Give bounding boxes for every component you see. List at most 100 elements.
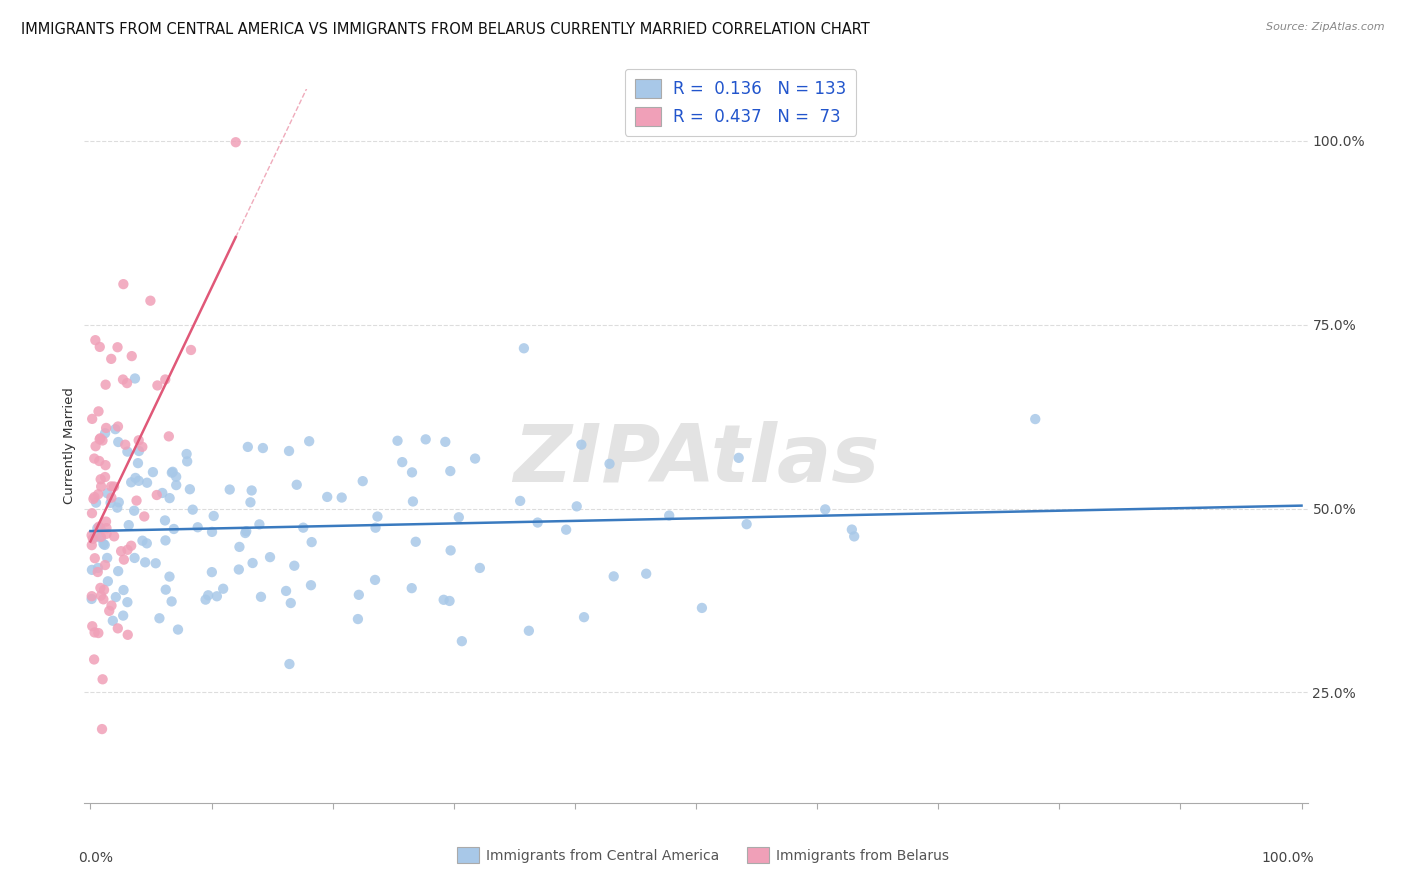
Point [91,673,114,687]
Point [464,451,486,466]
Point [180,343,202,357]
Point [107,621,129,635]
Point [278,657,301,671]
Point [86,521,108,535]
Point [181,502,204,516]
Point [90,479,112,493]
Point [155,582,177,597]
Point [111,372,134,386]
Point [115,376,138,391]
Point [124,551,146,566]
Point [235,524,257,538]
Point [87,487,110,501]
Point [107,340,129,354]
Point [285,477,308,491]
Point [176,447,198,461]
Point [80,591,103,606]
Point [114,438,136,452]
Point [247,517,270,532]
Point [155,533,177,548]
Point [103,479,125,493]
Point [433,592,456,607]
Point [280,596,302,610]
Point [96,551,118,566]
Point [100,599,122,613]
Point [96,526,118,541]
Point [176,454,198,468]
Point [100,479,122,493]
Point [83,652,105,666]
Point [814,502,837,516]
Point [201,565,224,579]
Point [364,573,387,587]
Text: 100.0%: 100.0% [1261,851,1313,865]
Point [93,537,115,551]
Point [120,539,142,553]
Point [98,604,121,618]
Point [87,404,110,418]
Point [194,592,217,607]
Point [101,614,124,628]
Point [228,540,250,554]
Point [94,558,117,572]
Point [136,475,159,490]
Point [239,495,262,509]
Point [83,490,105,504]
Point [131,440,153,454]
Point [128,474,150,488]
Point [128,434,150,448]
Point [402,494,425,508]
Point [83,551,105,566]
Point [278,444,301,458]
Point [93,538,115,552]
Point [90,531,112,545]
Point [117,628,139,642]
Point [110,544,132,558]
Point [165,470,187,484]
Point [82,412,104,426]
Point [128,444,150,458]
Point [80,506,103,520]
Point [134,509,156,524]
Point [347,612,370,626]
Point [94,426,117,441]
Point [212,582,235,596]
Text: IMMIGRANTS FROM CENTRAL AMERICA VS IMMIGRANTS FROM BELARUS CURRENTLY MARRIED COR: IMMIGRANTS FROM CENTRAL AMERICA VS IMMIG… [21,22,870,37]
Point [124,371,146,385]
Point [387,434,409,448]
Point [112,277,135,292]
Point [104,590,127,604]
Point [117,542,139,557]
Point [197,588,219,602]
Point [364,521,387,535]
Point [87,561,110,575]
Point [84,496,107,510]
Point [94,515,117,529]
Point [602,569,624,583]
Point [330,491,353,505]
Point [118,518,141,533]
Point [150,486,173,500]
Point [735,517,758,532]
Point [135,536,157,550]
Point [120,475,142,490]
Point [107,435,129,450]
Point [89,521,111,535]
Point [90,530,112,544]
Point [90,589,112,603]
Point [252,441,274,455]
Point [205,589,228,603]
Point [121,349,143,363]
Point [447,510,470,524]
Point [434,434,457,449]
Point [841,523,863,537]
Point [401,581,423,595]
Point [405,534,427,549]
Point [100,496,122,510]
Point [145,556,167,570]
Point [160,594,183,608]
Point [84,439,107,453]
Point [112,552,135,566]
Point [283,558,305,573]
Point [658,508,681,523]
